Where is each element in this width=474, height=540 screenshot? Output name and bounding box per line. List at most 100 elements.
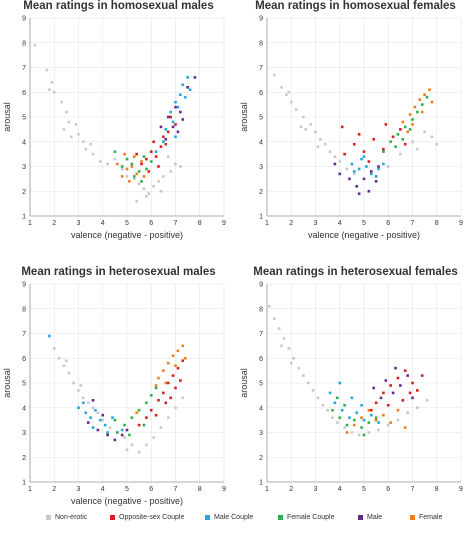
- data-point-male: [171, 125, 175, 129]
- data-point-female: [154, 384, 158, 387]
- x-tick-label: 9: [222, 220, 226, 227]
- data-point-non-erotic: [396, 418, 400, 422]
- data-point-male-couple: [333, 401, 337, 405]
- data-point-female-couple: [125, 157, 129, 161]
- data-point-female: [125, 167, 129, 171]
- data-point-opposite-sex-couple: [135, 152, 138, 156]
- data-point-non-erotic: [123, 436, 126, 439]
- data-point-male: [367, 189, 371, 193]
- data-point-non-erotic: [101, 418, 105, 422]
- data-point-non-erotic: [416, 406, 419, 410]
- data-point-non-erotic: [125, 448, 129, 452]
- y-tick-label: 8: [22, 306, 26, 313]
- data-point-male-couple: [340, 408, 344, 412]
- x-tick-label: 6: [149, 486, 153, 493]
- legend-item: Opposite-sex Couple: [110, 514, 184, 521]
- data-point-female: [401, 120, 405, 124]
- data-point-opposite-sex-couple: [181, 359, 185, 363]
- data-point-non-erotic: [147, 192, 151, 196]
- data-point-non-erotic: [323, 142, 327, 146]
- data-point-male: [333, 162, 337, 166]
- legend-swatch: [410, 514, 415, 520]
- data-point-female: [142, 175, 146, 178]
- data-point-non-erotic: [328, 150, 332, 153]
- data-point-opposite-sex-couple: [389, 384, 392, 387]
- data-point-male: [91, 399, 95, 402]
- data-point-non-erotic: [57, 356, 61, 360]
- y-tick-label: 7: [259, 331, 263, 338]
- data-point-non-erotic: [316, 145, 320, 148]
- y-axis-title: arousal: [2, 368, 12, 398]
- data-point-non-erotic: [82, 140, 85, 144]
- data-point-non-erotic: [268, 304, 271, 308]
- data-point-female: [132, 155, 136, 158]
- y-tick-label: 8: [22, 40, 26, 47]
- x-tick-label: 3: [77, 486, 81, 493]
- y-tick-label: 6: [22, 356, 26, 363]
- legend-label: Male Couple: [214, 514, 254, 521]
- data-point-female-couple: [132, 175, 136, 178]
- chart-plot: 1 2 3 4 5 6 7 8 9 1 2 3 4 5 6 7 8 9 valence (negative - po…: [2, 282, 226, 507]
- data-point-opposite-sex-couple: [420, 374, 424, 377]
- data-point-female: [413, 105, 417, 109]
- chart-title: Mean ratings in heterosexual males: [21, 266, 216, 278]
- data-point-female: [174, 364, 177, 367]
- data-point-female: [181, 344, 185, 348]
- data-point-female: [389, 421, 392, 424]
- data-point-male: [391, 391, 395, 395]
- data-point-female: [423, 93, 426, 97]
- data-point-male-couple: [186, 76, 189, 79]
- chart-heterosexual-males: Mean ratings in heterosexual males 1 2 3 4 5…: [0, 266, 237, 528]
- data-point-opposite-sex-couple: [147, 170, 151, 173]
- data-point-opposite-sex-couple: [154, 413, 158, 417]
- data-point-opposite-sex-couple: [179, 379, 182, 382]
- data-point-male-couple: [365, 165, 368, 168]
- data-point-male: [96, 428, 100, 432]
- legend: Non-erotic Opposite-sex Couple Male Coup…: [0, 510, 474, 530]
- y-tick-label: 9: [22, 282, 26, 289]
- x-axis-title: valence (negative - positive): [71, 230, 183, 240]
- data-point-female-couple: [130, 416, 134, 419]
- data-point-non-erotic: [309, 123, 312, 126]
- data-point-male: [399, 384, 402, 387]
- data-point-female: [353, 423, 356, 427]
- legend-swatch: [110, 514, 115, 520]
- data-point-female-couple: [142, 155, 146, 158]
- data-point-opposite-sex-couple: [401, 399, 405, 402]
- x-tick-label: 3: [314, 486, 318, 493]
- x-tick-label: 1: [28, 486, 32, 493]
- y-tick-label: 9: [22, 16, 26, 23]
- data-point-non-erotic: [331, 416, 334, 419]
- data-point-non-erotic: [367, 431, 371, 434]
- x-tick-label: 4: [338, 220, 342, 227]
- data-point-male: [338, 172, 342, 176]
- data-point-non-erotic: [179, 165, 182, 168]
- chart-heterosexual-females: Mean ratings in heterosexual females 1 2 3…: [237, 266, 474, 528]
- x-tick-label: 4: [101, 486, 105, 493]
- data-point-female-couple: [140, 180, 143, 183]
- data-point-non-erotic: [86, 401, 90, 405]
- data-point-male-couple: [369, 413, 373, 417]
- data-point-non-erotic: [314, 130, 317, 134]
- data-point-non-erotic: [50, 81, 54, 84]
- data-point-male: [186, 86, 189, 89]
- data-point-male: [159, 125, 163, 129]
- y-tick-label: 5: [22, 115, 26, 122]
- data-point-male-couple: [89, 416, 92, 419]
- data-point-non-erotic: [321, 403, 325, 407]
- y-tick-label: 6: [22, 90, 26, 97]
- data-point-female-couple: [411, 118, 414, 121]
- x-tick-label: 9: [222, 486, 226, 493]
- data-point-opposite-sex-couple: [374, 401, 378, 405]
- data-point-non-erotic: [285, 93, 288, 97]
- y-axis-title: arousal: [239, 102, 249, 132]
- data-point-opposite-sex-couple: [176, 366, 180, 370]
- y-tick-label: 3: [259, 430, 263, 437]
- data-point-female-couple: [420, 103, 424, 106]
- data-point-opposite-sex-couple: [159, 145, 163, 148]
- data-point-opposite-sex-couple: [149, 150, 153, 153]
- data-point-female-couple: [374, 416, 378, 419]
- data-point-opposite-sex-couple: [396, 376, 400, 380]
- data-point-non-erotic: [106, 162, 109, 166]
- y-tick-label: 2: [259, 455, 263, 462]
